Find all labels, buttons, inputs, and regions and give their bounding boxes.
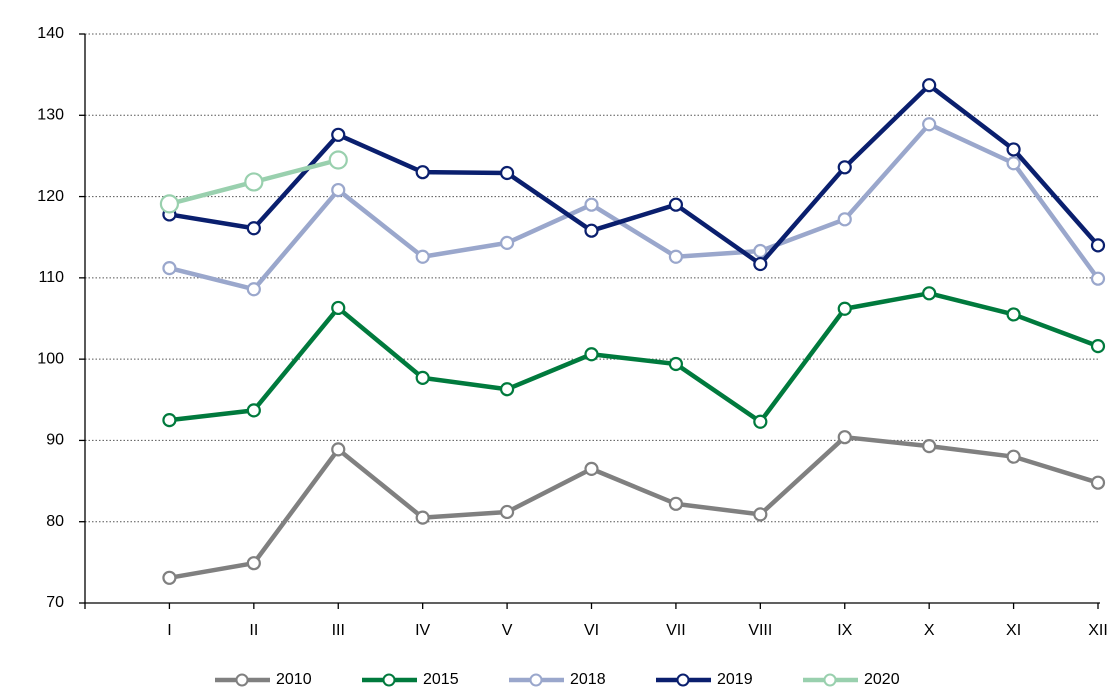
x-tick-label: XII <box>1088 622 1108 639</box>
point <box>753 507 768 522</box>
point <box>499 382 515 397</box>
y-tick-label: 140 <box>37 25 64 42</box>
x-tick-label: II <box>249 622 258 639</box>
y-tick-label: 80 <box>46 513 64 530</box>
point <box>584 461 599 476</box>
point <box>415 165 430 180</box>
point <box>162 570 177 585</box>
point <box>668 197 684 212</box>
point <box>162 413 177 428</box>
legend-marker <box>235 673 249 687</box>
legend-label: 2010 <box>276 671 312 688</box>
point <box>837 160 852 175</box>
point <box>1006 449 1021 464</box>
point <box>753 256 768 272</box>
point <box>331 182 346 198</box>
point <box>1090 339 1106 354</box>
y-tick-label: 90 <box>46 432 64 449</box>
legend-marker <box>529 673 543 687</box>
point <box>584 197 599 212</box>
point <box>668 496 684 511</box>
point <box>584 223 599 238</box>
series-line <box>169 82 1100 267</box>
point <box>415 249 430 264</box>
x-tick-label: XI <box>1006 622 1021 639</box>
point <box>584 347 599 362</box>
point <box>753 414 768 429</box>
point <box>415 370 430 385</box>
x-tick-label: IV <box>415 622 430 639</box>
point <box>922 117 937 132</box>
x-tick-label: VI <box>584 622 599 639</box>
legend-label: 2018 <box>570 671 606 688</box>
point <box>837 301 852 316</box>
point <box>1006 142 1021 157</box>
x-tick-label: I <box>167 622 171 639</box>
point <box>837 212 852 227</box>
y-tick-label: 110 <box>38 269 64 286</box>
legend-label: 2019 <box>717 671 753 688</box>
point <box>246 221 261 236</box>
series-line <box>168 121 1100 292</box>
point <box>331 442 346 457</box>
point <box>328 150 348 170</box>
point <box>331 300 346 316</box>
point <box>246 403 261 418</box>
point <box>1090 475 1106 490</box>
point <box>668 249 684 264</box>
point <box>922 439 937 454</box>
point <box>1006 307 1021 322</box>
point <box>922 78 937 93</box>
legend-marker <box>823 673 837 687</box>
point <box>668 356 684 372</box>
point <box>499 504 515 520</box>
point <box>331 127 346 142</box>
y-tick-label: 130 <box>37 107 64 124</box>
legend-marker <box>382 673 396 687</box>
point <box>246 556 261 571</box>
series-line <box>169 434 1099 581</box>
point <box>499 165 515 181</box>
x-tick-label: V <box>502 622 513 639</box>
series-line <box>169 291 1099 424</box>
point <box>837 430 852 445</box>
legend-marker <box>676 673 690 687</box>
point <box>1090 238 1106 253</box>
point <box>1090 271 1106 286</box>
point <box>753 243 768 259</box>
x-tick-label: X <box>924 622 935 639</box>
point <box>159 194 180 214</box>
point <box>499 235 515 251</box>
point <box>246 282 261 297</box>
point <box>244 172 264 192</box>
x-tick-label: IX <box>837 622 852 639</box>
point <box>1006 156 1021 171</box>
y-tick-label: 70 <box>46 594 64 611</box>
y-tick-label: 120 <box>37 188 64 205</box>
y-tick-label: 100 <box>37 350 64 367</box>
legend-label: 2020 <box>864 671 900 688</box>
point <box>162 261 177 276</box>
point <box>922 286 937 301</box>
x-tick-label: VII <box>666 622 686 639</box>
point <box>415 510 430 525</box>
x-tick-label: VIII <box>748 622 772 639</box>
x-tick-label: III <box>332 622 345 639</box>
legend-label: 2015 <box>423 671 459 688</box>
